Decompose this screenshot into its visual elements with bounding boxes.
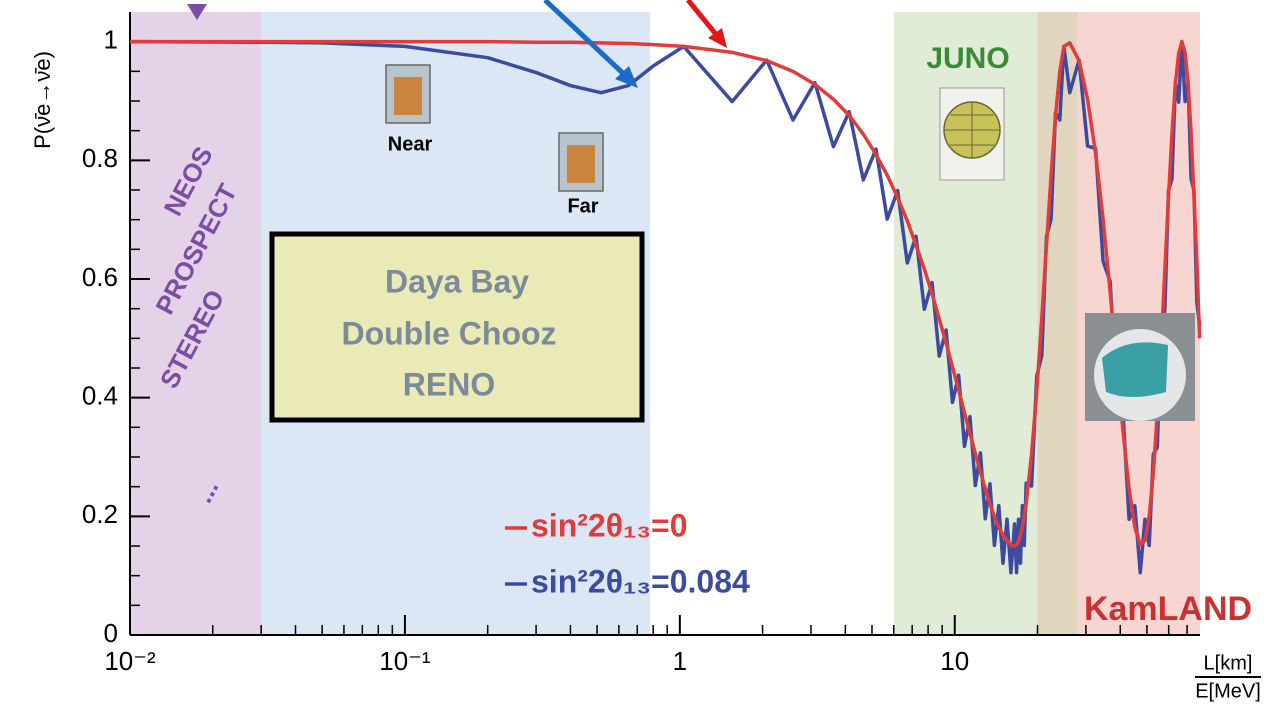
kamland-label: KamLAND — [1084, 590, 1252, 628]
axes: 10⁻² 10⁻¹ 1 10 0 0.2 0.4 0.6 0.8 1 — [82, 12, 1200, 676]
x-tick-label: 1 — [673, 646, 687, 676]
box-label: Double Chooz — [341, 315, 556, 351]
y-tick-label: 0 — [104, 618, 118, 648]
series-line — [130, 39, 1202, 548]
red-arrow — [686, 0, 727, 48]
y-tick-label: 1 — [104, 25, 118, 55]
blue-arrow — [543, 0, 638, 88]
region — [130, 12, 262, 635]
x-tick-label: 10⁻² — [104, 646, 156, 676]
legend-label: sin²2θ₁₃=0 — [531, 507, 688, 543]
juno-icon — [939, 87, 1005, 181]
x-axis-label: L[km] — [1204, 652, 1253, 674]
juno-label: JUNO — [926, 42, 1009, 75]
x-tick-label: 10 — [940, 646, 969, 676]
far-label: Far — [567, 195, 598, 217]
y-tick-label: 0.8 — [82, 143, 118, 173]
x-axis-label: E[MeV] — [1195, 680, 1261, 702]
purple-marker — [187, 4, 207, 20]
decorations: Daya Bay Double Chooz RENO NEOS PROSPECT… — [30, 0, 1261, 702]
y-tick-label: 0.2 — [82, 499, 118, 529]
y-tick-label: 0.6 — [82, 262, 118, 292]
far-detector-icon — [558, 132, 604, 192]
lines — [129, 39, 1202, 575]
box-label: RENO — [403, 366, 495, 402]
legend: sin²2θ₁₃=0 sin²2θ₁₃=0.084 — [505, 507, 750, 599]
near-detector-icon — [385, 64, 431, 124]
y-tick-label: 0.4 — [82, 381, 118, 411]
x-tick-label: 10⁻¹ — [379, 646, 431, 676]
kamland-icon — [1085, 313, 1195, 421]
near-label: Near — [388, 133, 433, 155]
y-axis-label: P(ν̄e→ν̄e) — [30, 51, 55, 149]
legend-label: sin²2θ₁₃=0.084 — [531, 563, 750, 599]
reactor-box — [269, 231, 645, 423]
box-label: Daya Bay — [385, 263, 529, 299]
